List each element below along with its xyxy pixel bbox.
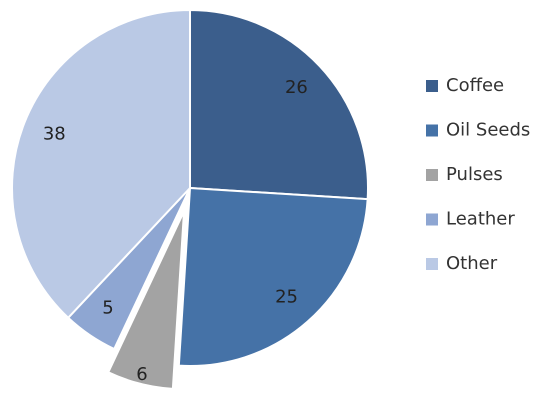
legend-swatch [426, 213, 438, 226]
legend-label: Other [446, 253, 498, 274]
legend-swatch [426, 258, 438, 270]
legend-label: Pulses [446, 164, 503, 185]
pie-slice [189, 8, 369, 201]
pie: 26 25 6 5 38 [11, 8, 369, 390]
pie-slice [11, 8, 191, 320]
data-label: 38 [43, 123, 66, 144]
legend-label: Oil Seeds [446, 120, 530, 141]
pie-slice [177, 186, 369, 367]
legend-label: Coffee [446, 75, 504, 96]
legend-swatch [426, 80, 438, 92]
data-label: 6 [136, 364, 147, 385]
legend-swatch [426, 124, 438, 137]
legend: Coffee Oil Seeds Pulses Leather Other [426, 75, 530, 274]
data-label: 5 [102, 298, 113, 319]
data-label: 25 [275, 286, 298, 307]
data-label: 26 [285, 77, 308, 98]
pie-slice [106, 210, 186, 390]
legend-swatch [426, 169, 438, 181]
legend-label: Leather [446, 209, 515, 230]
